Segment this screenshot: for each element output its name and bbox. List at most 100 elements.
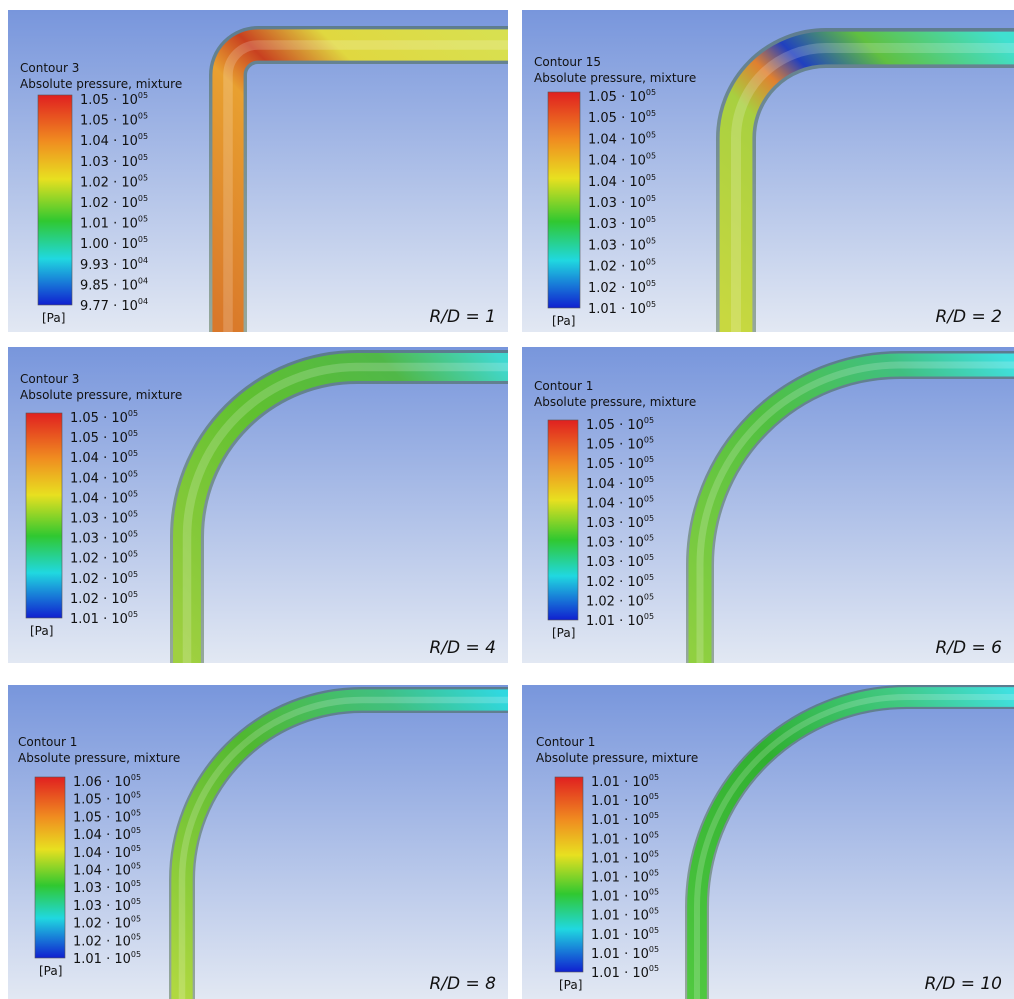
legend-mantissa: 1.02 · 10 bbox=[588, 260, 646, 275]
legend-label: 1.05 · 1005 bbox=[70, 409, 138, 426]
legend-mantissa: 1.01 · 10 bbox=[591, 909, 649, 924]
legend-mantissa: 1.02 · 10 bbox=[70, 552, 128, 567]
legend-label: 1.01 · 1005 bbox=[73, 950, 141, 967]
legend-label: 1.01 · 1005 bbox=[591, 830, 659, 847]
legend-mantissa: 1.06 · 10 bbox=[73, 775, 131, 790]
legend-mantissa: 1.02 · 10 bbox=[586, 575, 644, 590]
ratio-caption: R/D = 4 bbox=[430, 638, 497, 658]
legend-label: 1.01 · 1005 bbox=[70, 610, 138, 627]
legend-label: 1.01 · 1005 bbox=[591, 811, 659, 828]
legend-label: 1.00 · 1005 bbox=[80, 235, 148, 252]
legend-exponent: 05 bbox=[128, 610, 138, 619]
legend-exponent: 05 bbox=[649, 830, 659, 839]
legend-mantissa: 1.04 · 10 bbox=[588, 175, 646, 190]
legend-mantissa: 1.03 · 10 bbox=[588, 238, 646, 253]
legend-mantissa: 1.01 · 10 bbox=[591, 928, 649, 943]
contour-name: Contour 1 bbox=[18, 735, 77, 749]
legend-exponent: 05 bbox=[649, 964, 659, 973]
legend-exponent: 05 bbox=[646, 279, 656, 288]
contour-name: Contour 15 bbox=[534, 55, 601, 69]
legend-mantissa: 1.01 · 10 bbox=[70, 612, 128, 627]
legend-mantissa: 1.03 · 10 bbox=[73, 899, 131, 914]
legend-label: 1.02 · 1005 bbox=[70, 550, 138, 567]
variable-name: Absolute pressure, mixture bbox=[534, 71, 696, 85]
legend-exponent: 05 bbox=[138, 194, 148, 203]
legend-label: 1.05 · 1005 bbox=[586, 416, 654, 433]
legend-label: 9.85 · 1004 bbox=[80, 276, 148, 293]
legend-exponent: 05 bbox=[649, 792, 659, 801]
legend-exponent: 05 bbox=[131, 808, 141, 817]
contour-panel: Contour 15 Absolute pressure, mixture 1.05… bbox=[522, 10, 1014, 332]
legend-mantissa: 1.01 · 10 bbox=[591, 851, 649, 866]
legend-exponent: 05 bbox=[644, 553, 654, 562]
ratio-caption: R/D = 2 bbox=[936, 307, 1003, 327]
color-bar bbox=[38, 95, 72, 305]
legend-exponent: 04 bbox=[138, 297, 148, 306]
legend-label: 1.04 · 1005 bbox=[588, 130, 656, 147]
legend-mantissa: 1.05 · 10 bbox=[586, 418, 644, 433]
legend-label: 1.01 · 1005 bbox=[588, 300, 656, 317]
legend-mantissa: 1.04 · 10 bbox=[73, 864, 131, 879]
legend-label: 1.05 · 1005 bbox=[70, 429, 138, 446]
unit-label: [Pa] bbox=[552, 314, 575, 328]
legend-label: 1.01 · 1005 bbox=[586, 612, 654, 629]
ratio-caption: R/D = 6 bbox=[936, 638, 1003, 658]
legend-exponent: 05 bbox=[649, 926, 659, 935]
legend-label: 1.03 · 1005 bbox=[586, 514, 654, 531]
unit-label: [Pa] bbox=[559, 978, 582, 992]
legend-mantissa: 1.02 · 10 bbox=[80, 196, 138, 211]
legend-mantissa: 1.05 · 10 bbox=[80, 114, 138, 129]
legend-label: 1.02 · 1005 bbox=[80, 194, 148, 211]
legend-exponent: 05 bbox=[644, 534, 654, 543]
legend-mantissa: 1.02 · 10 bbox=[73, 917, 131, 932]
legend-mantissa: 1.03 · 10 bbox=[588, 196, 646, 211]
legend-exponent: 05 bbox=[128, 449, 138, 458]
variable-name: Absolute pressure, mixture bbox=[534, 395, 696, 409]
legend-label: 1.04 · 1005 bbox=[70, 469, 138, 486]
figure: Contour 3Absolute pressure, mixture1.05 … bbox=[0, 0, 1014, 999]
contour-panel: Contour 1Absolute pressure, mixture1.01 … bbox=[522, 685, 1014, 999]
legend-exponent: 05 bbox=[644, 592, 654, 601]
unit-label: [Pa] bbox=[42, 311, 65, 325]
legend-label: 1.01 · 1005 bbox=[591, 888, 659, 905]
legend-label: 1.03 · 1005 bbox=[588, 215, 656, 232]
legend-exponent: 05 bbox=[131, 897, 141, 906]
legend-label: 1.01 · 1005 bbox=[80, 215, 148, 232]
legend-mantissa: 1.00 · 10 bbox=[80, 237, 138, 252]
legend-exponent: 05 bbox=[649, 907, 659, 916]
legend-exponent: 05 bbox=[128, 409, 138, 418]
legend-label: 1.02 · 1005 bbox=[73, 932, 141, 949]
legend-label: 1.01 · 1005 bbox=[591, 907, 659, 924]
legend-mantissa: 9.77 · 10 bbox=[80, 299, 138, 314]
legend-mantissa: 1.05 · 10 bbox=[70, 431, 128, 446]
legend-exponent: 05 bbox=[646, 300, 656, 309]
legend-exponent: 05 bbox=[131, 773, 141, 782]
legend-mantissa: 1.03 · 10 bbox=[80, 155, 138, 170]
legend-exponent: 05 bbox=[128, 570, 138, 579]
legend-label: 1.05 · 1005 bbox=[73, 808, 141, 825]
legend-mantissa: 1.05 · 10 bbox=[586, 438, 644, 453]
legend-exponent: 05 bbox=[128, 489, 138, 498]
legend-mantissa: 1.01 · 10 bbox=[588, 302, 646, 317]
variable-name: Absolute pressure, mixture bbox=[20, 77, 182, 91]
legend-mantissa: 1.02 · 10 bbox=[80, 175, 138, 190]
legend-label: 1.03 · 1005 bbox=[70, 530, 138, 547]
legend-mantissa: 1.05 · 10 bbox=[70, 411, 128, 426]
legend-label: 1.04 · 1005 bbox=[70, 449, 138, 466]
legend-exponent: 05 bbox=[644, 494, 654, 503]
legend-mantissa: 9.85 · 10 bbox=[80, 278, 138, 293]
legend-exponent: 05 bbox=[128, 590, 138, 599]
legend-exponent: 05 bbox=[138, 91, 148, 100]
legend-label: 1.05 · 1005 bbox=[588, 88, 656, 105]
legend-label: 1.02 · 1005 bbox=[586, 573, 654, 590]
legend-exponent: 05 bbox=[649, 945, 659, 954]
legend-exponent: 05 bbox=[128, 530, 138, 539]
ratio-caption: R/D = 8 bbox=[430, 974, 497, 994]
legend-label: 1.04 · 1005 bbox=[588, 152, 656, 169]
legend-mantissa: 1.03 · 10 bbox=[70, 532, 128, 547]
legend-mantissa: 1.04 · 10 bbox=[73, 828, 131, 843]
legend-exponent: 04 bbox=[138, 276, 148, 285]
variable-name: Absolute pressure, mixture bbox=[536, 751, 698, 765]
legend-label: 1.05 · 1005 bbox=[586, 455, 654, 472]
